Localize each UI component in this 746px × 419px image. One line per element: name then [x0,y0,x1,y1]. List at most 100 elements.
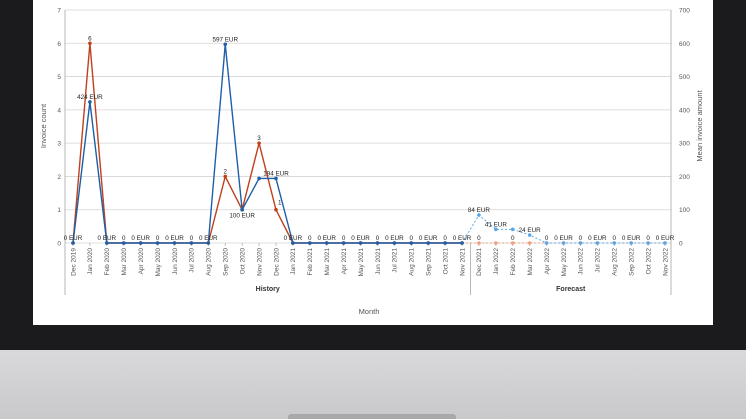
monitor-screen [33,0,713,325]
mean-data-label: 84 EUR [468,207,491,214]
mean-point [392,241,397,245]
x-tick-label-feb-2020: Feb 2020 [104,248,111,276]
count-data-label: 0 [579,235,583,242]
x-tick-label-oct-2020: Oct 2020 [239,248,246,275]
mean-point [375,241,380,245]
y-right-tick-label: 100 [679,207,690,214]
mean-data-label: 0 EUR [199,235,218,242]
y-left-tick-label: 4 [57,107,61,114]
y-right-tick-label: 500 [679,74,690,81]
x-tick-label-aug-2022: Aug 2022 [612,248,619,276]
x-tick-label-jun-2021: Jun 2021 [375,248,382,275]
mean-point [629,241,633,245]
mean-point [240,207,244,212]
count-data-label: 0 [477,235,481,242]
count-data-label: 0 [410,235,414,242]
mean-point [544,241,549,245]
x-tick-label-may-2021: May 2021 [358,248,365,277]
x-tick-label-nov-2021: Nov 2021 [459,248,466,276]
mean-point [409,241,414,245]
mean-point [138,241,143,245]
x-tick-label-may-2022: May 2022 [561,248,568,277]
mean-point [223,42,228,47]
monitor-stand-notch [288,414,456,419]
y-left-tick-label: 3 [57,141,61,148]
y-right-tick-label: 0 [679,241,683,248]
count-data-label: 6 [88,35,92,42]
mean-point [257,176,261,181]
mean-point [595,241,600,245]
mean-point [612,241,617,245]
mean-point [510,227,515,232]
mean-data-label: 0 EUR [656,235,675,242]
y-left-tick-label: 5 [57,74,61,81]
mean-data-label: 0 EUR [317,235,336,242]
count-data-label: 0 [156,235,160,242]
x-tick-label-mar-2020: Mar 2020 [121,248,128,276]
x-tick-label-dec-2021: Dec 2021 [476,248,483,276]
mean-point [426,241,431,245]
x-tick-label-jul-2020: Jul 2020 [189,248,196,273]
mean-point [206,241,211,245]
mean-point [341,241,346,245]
x-tick-label-apr-2020: Apr 2020 [138,248,145,275]
x-tick-label-nov-2020: Nov 2020 [256,248,263,276]
mean-point [105,241,109,245]
x-tick-label-jan-2022: Jan 2022 [493,248,500,275]
mean-data-label: 0 EUR [131,235,150,242]
y-right-tick-label: 600 [679,41,690,48]
mean-data-label: 0 EUR [554,235,573,242]
count-point [257,141,261,145]
data-labels: 0 EUR 424 EUR 0 EUR 0 EUR 0 EUR 0 EUR 597 EUR 1… [64,35,675,242]
mean-point [308,241,312,245]
count-point [274,207,278,212]
mean-point [527,233,532,237]
mean-data-label: 0 EUR [385,235,404,242]
mean-point [460,241,464,245]
count-point [527,241,532,245]
count-data-label: 0 [511,235,515,242]
mean-point [274,176,278,181]
x-tick-label-oct-2022: Oct 2022 [645,248,652,275]
y-right-tick-label: 200 [679,174,690,181]
mean-point [324,241,329,245]
mean-point [494,227,498,232]
mean-point [646,241,650,245]
group-label-forecast: Forecast [556,286,586,293]
mean-data-label: 0 EUR [284,235,303,242]
x-tick-label-jun-2022: Jun 2022 [578,248,585,275]
x-tick-label-may-2020: May 2020 [155,248,162,277]
mean-data-label: 0 EUR [588,235,607,242]
mean-data-label: 0 EUR [419,235,438,242]
mean-point [155,241,160,245]
mean-history-line [72,43,463,244]
left-y-axis: 0 1 2 3 4 5 6 7 [57,8,61,248]
y-left-tick-label: 6 [57,41,61,48]
mean-data-label: 0 EUR [165,235,184,242]
x-tick-label-jan-2021: Jan 2021 [290,248,297,275]
y-left-tick-label: 2 [57,174,61,181]
x-tick-label-oct-2021: Oct 2021 [442,248,449,275]
count-data-label: 2 [223,168,227,175]
x-tick-label-apr-2021: Apr 2021 [341,248,348,275]
y-left-tick-label: 7 [57,8,61,15]
mean-point [121,241,126,245]
y-right-tick-label: 400 [679,107,690,114]
count-data-label: 0 [443,235,447,242]
x-tick-label-nov-2022: Nov 2022 [662,248,669,276]
count-data-label: 0 [122,235,126,242]
count-point [88,41,92,46]
mean-data-label: 424 EUR [77,94,103,101]
mean-point [291,241,295,245]
x-tick-label-apr-2022: Apr 2022 [544,248,551,275]
mean-data-label: 0 EUR [64,235,83,242]
x-tick-label-aug-2020: Aug 2020 [206,248,213,276]
y-left-tick-label: 0 [57,241,61,248]
x-axis: Dec 2019 Jan 2020 Feb 2020 Mar 2020 Apr 2020… [64,10,672,295]
monitor-stand [0,350,746,419]
group-label-history: History [256,286,280,293]
mean-data-label: 597 EUR [212,36,238,43]
count-point [510,241,515,245]
right-y-axis: 0 100 200 300 400 500 600 700 [679,8,690,248]
